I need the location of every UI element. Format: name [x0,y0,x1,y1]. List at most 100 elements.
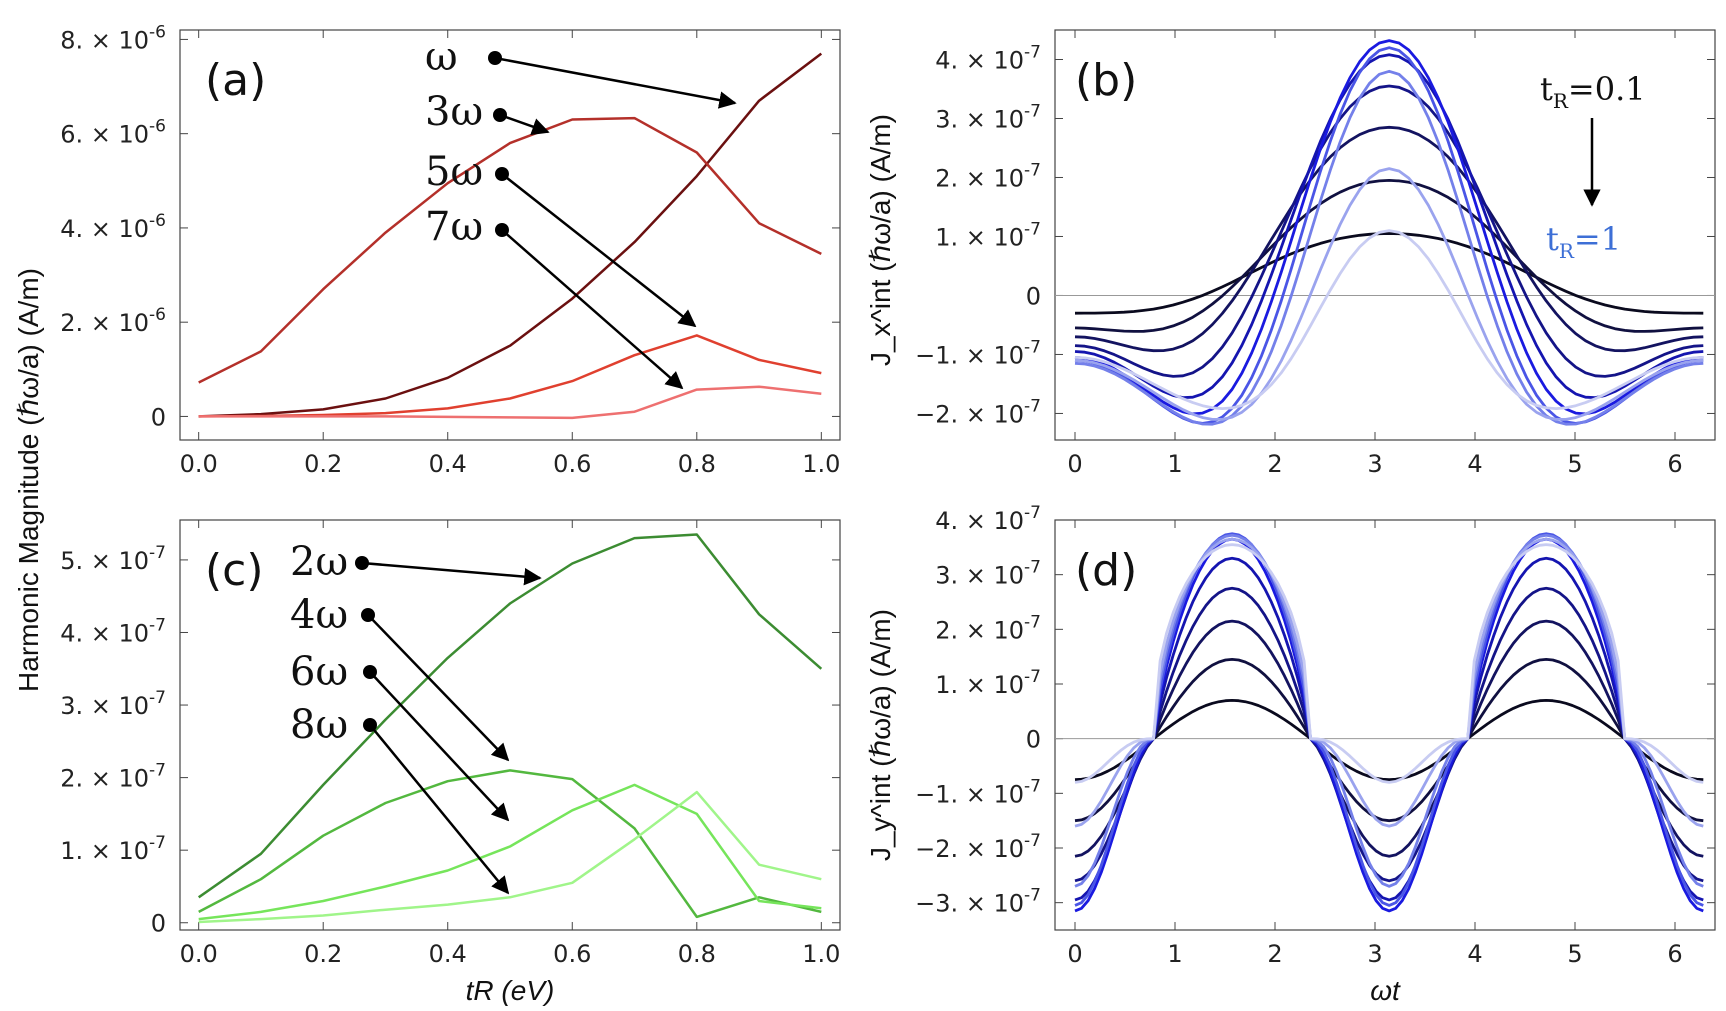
y-axis-label: J_y^int (ℏω/a) (A/m) [865,609,896,861]
series-line-tR=0.9 [1074,167,1704,421]
panel-c-frame [179,519,841,931]
x-tick-label: 1 [1167,940,1182,968]
y-tick-label: 4. × 10-7 [935,42,1041,74]
panel-b-chart: 0 1 2 3 4 5 6 −2. × 10-7 −1. × 10-7 0 1. × 10-7 2. … [865,29,1716,478]
x-tick-label: 0.0 [180,450,218,478]
series-line-tR=0.9 [1074,537,1704,828]
panel-a-chart: 0.0 0.2 0.4 0.6 0.8 1.0 0 2. × 10-6 4. × 10-6 6. … [60,22,841,478]
x-tick-label: 0.2 [304,940,342,968]
x-tick-label: 2 [1267,940,1282,968]
annotation-arrow [501,173,697,328]
x-tick-label: 4 [1467,450,1482,478]
series-line-8ω [198,790,822,924]
harmonic-label: 8ω [290,702,348,748]
x-tick-label: 6 [1667,450,1682,478]
panel-d-chart: 0 1 2 3 4 5 6 −3. × 10-7 −2. × 10-7 −1. × 10-7 0 1.… [865,503,1716,1006]
x-tick-label: 0.0 [180,940,218,968]
y-tick-label: 1. × 10-7 [935,219,1041,251]
x-tick-label: 6 [1667,940,1682,968]
series-line-5ω [198,334,822,418]
panel-b-tr-legend: tR=0.1 tR=1 [1540,70,1646,263]
legend-tr-top: tR=0.1 [1540,70,1646,113]
annotation-arrow [367,614,510,762]
x-axis-label: tR (eV) [466,975,555,1006]
annotation-arrow [369,671,510,822]
x-tick-label: 1 [1167,450,1182,478]
y-tick-label: 2. × 10-7 [935,160,1041,192]
legend-tr-bottom: tR=1 [1546,220,1621,263]
harmonic-label: 2ω [290,539,348,585]
annotation-arrow [501,229,684,390]
x-tick-label: 0.4 [429,940,467,968]
series-line-tR=0.4 [1074,586,1704,883]
x-tick-label: 0.4 [429,450,467,478]
y-tick-label: −2. × 10-7 [915,396,1041,428]
x-tick-label: 3 [1367,940,1382,968]
y-tick-label: 1. × 10-7 [60,833,166,865]
y-tick-label: 3. × 10-7 [60,688,166,720]
panel-a-frame [179,29,841,441]
series-line-tR=0.3 [1074,619,1704,858]
y-tick-label: 2. × 10-7 [60,761,166,793]
x-axis-label: ωt [1370,975,1401,1006]
series-line-tR=0.4 [1074,84,1704,378]
harmonic-label: ω [425,34,458,80]
series-line-tR=0.6 [1074,537,1704,913]
y-tick-label: −3. × 10-7 [915,886,1041,918]
harmonic-label: 5ω [425,149,483,195]
x-tick-label: 0 [1067,940,1082,968]
series-line-tR=0.5 [1074,556,1704,902]
panel-b-tag: (b) [1075,55,1137,106]
series-line-tR=0.8 [1074,69,1704,426]
shared-y-axis-label: Harmonic Magnitude (ℏω/a) (A/m) [13,268,44,692]
panel-a-tag: (a) [205,55,266,106]
y-axis-label: J_x^int (ℏω/a) (A/m) [865,114,896,366]
series-line-tR=0.1 [1074,699,1704,782]
x-tick-label: 3 [1367,450,1382,478]
series-line-7ω [198,385,822,420]
series-line-ω [198,52,823,418]
harmonic-label: 7ω [425,204,483,250]
y-tick-label: 0 [1026,726,1041,754]
y-tick-label: 1. × 10-7 [935,667,1041,699]
y-tick-label: 0 [151,403,166,431]
y-tick-label: 2. × 10-6 [60,305,166,337]
series-line-2ω [197,533,823,899]
series-line-tR=1.0 [1074,543,1704,784]
x-tick-label: 2 [1267,450,1282,478]
panel-d-tag: (d) [1075,545,1137,596]
y-tick-label: 2. × 10-7 [935,612,1041,644]
annotation-arrow [499,113,550,135]
y-tick-label: −1. × 10-7 [915,776,1041,808]
y-tick-label: 4. × 10-6 [60,211,166,243]
series-line-tR=0.7 [1074,532,1704,907]
x-tick-label: 5 [1567,450,1582,478]
x-tick-label: 0.6 [553,940,591,968]
y-tick-label: −2. × 10-7 [915,831,1041,863]
x-tick-label: 0 [1067,450,1082,478]
panel-c-chart: 0.0 0.2 0.4 0.6 0.8 1.0 0 1. × 10-7 2. × 10-7 3. … [60,519,841,1006]
series-line-6ω [198,783,822,921]
x-tick-label: 1.0 [802,450,840,478]
panel-b-frame [1054,29,1716,441]
series-line-tR=1.0 [1074,229,1704,411]
y-tick-label: 4. × 10-7 [935,503,1041,535]
x-tick-label: 0.2 [304,450,342,478]
y-tick-label: 0 [151,910,166,938]
series-line-4ω [198,769,822,919]
y-tick-label: 5. × 10-7 [60,543,166,575]
series-line-tR=0.2 [1074,178,1704,333]
series-line-tR=0.6 [1074,39,1704,416]
y-tick-label: −1. × 10-7 [915,337,1041,369]
y-tick-label: 3. × 10-7 [935,558,1041,590]
series-line-tR=0.3 [1074,125,1704,353]
panel-c-tag: (c) [205,545,264,596]
harmonic-label: 4ω [290,592,348,638]
annotation-arrow [494,56,737,109]
series-line-tR=0.2 [1074,658,1704,823]
y-tick-label: 4. × 10-7 [60,615,166,647]
y-tick-label: 0 [1026,282,1041,310]
annotation-arrow [369,724,510,895]
harmonic-label: 6ω [290,649,348,695]
